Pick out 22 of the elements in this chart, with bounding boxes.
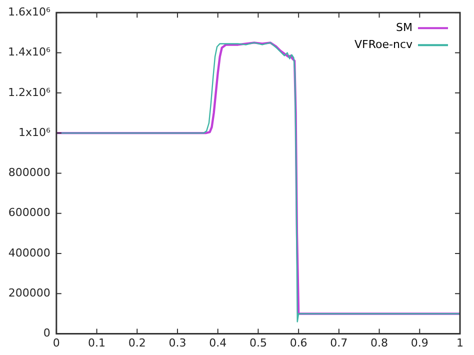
x-tick-label: 0.7 — [330, 336, 348, 350]
y-tick-label: 800000 — [8, 166, 50, 180]
y-tick-label: 400000 — [8, 246, 50, 260]
x-tick-label: 1 — [456, 336, 464, 350]
legend-label: SM — [396, 20, 412, 34]
y-tick-label: 1.2x10⁶ — [8, 86, 51, 99]
y-tick-label: 0 — [43, 326, 50, 340]
x-tick-label: 0.1 — [88, 336, 106, 350]
x-tick-label: 0 — [52, 336, 60, 350]
x-tick-label: 0.4 — [209, 336, 227, 350]
y-tick-label: 600000 — [8, 206, 50, 220]
y-tick-label: 200000 — [8, 286, 50, 300]
x-tick-label: 0.9 — [410, 336, 428, 350]
x-tick-label: 0.2 — [128, 336, 146, 350]
legend-label: VFRoe-ncv — [354, 38, 413, 51]
x-tick-label: 0.6 — [290, 336, 308, 350]
x-tick-label: 0.5 — [249, 336, 267, 350]
y-tick-label: 1x10⁶ — [18, 126, 51, 139]
x-tick-label: 0.8 — [370, 336, 388, 350]
x-tick-label: 0.3 — [168, 336, 186, 350]
y-tick-label: 1.6x10⁶ — [8, 5, 51, 18]
y-tick-label: 1.4x10⁶ — [8, 46, 51, 59]
